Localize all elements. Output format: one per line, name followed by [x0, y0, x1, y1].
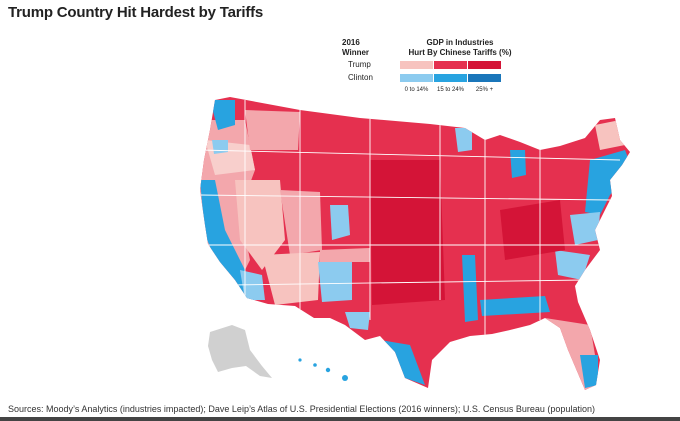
region-minnesota-blue: [455, 128, 472, 152]
legend-swatch-trump-mid: [434, 61, 467, 69]
region-michigan-blue: [510, 150, 526, 178]
region-portland-blue: [212, 140, 228, 154]
source-note: Sources: Moody’s Analytics (industries i…: [8, 404, 595, 414]
legend-swatch-trump-high: [468, 61, 501, 69]
region-blackbelt-blue: [480, 296, 550, 316]
region-northeast-blue: [585, 150, 630, 215]
legend-swatch-clinton-high: [468, 74, 501, 82]
legend-swatch-trump-low: [400, 61, 433, 69]
bottom-rule: [0, 417, 680, 421]
region-plains-deep: [370, 160, 445, 305]
region-nevada-pink: [235, 180, 285, 270]
legend-winner-heading-line1: 2016: [342, 38, 360, 47]
legend-row-trump-label: Trump: [348, 60, 371, 69]
region-midatlantic-blue: [570, 212, 600, 245]
legend-gdp-heading-line1: GDP in Industries: [426, 38, 494, 47]
state-borders: [200, 100, 621, 335]
region-newengland-light: [595, 120, 625, 150]
map-title: Trump Country Hit Hardest by Tariffs: [8, 4, 264, 21]
legend-winner-heading-line2: Winner: [342, 48, 370, 57]
region-arizona-pink: [262, 252, 320, 305]
legend-gdp-heading-line2: Hurt By Chinese Tariffs (%): [408, 48, 512, 57]
region-seattle-blue: [210, 100, 235, 130]
legend-swatch-clinton-low: [400, 74, 433, 82]
legend-gdp-heading: GDP in Industries Hurt By Chinese Tariff…: [400, 38, 520, 58]
region-colorado-blue: [330, 205, 350, 240]
legend: 2016 Winner GDP in Industries Hurt By Ch…: [342, 38, 522, 93]
region-dakotas-mix: [360, 120, 432, 160]
region-florida-blue: [580, 355, 598, 388]
region-newmexico-blue: [318, 262, 352, 302]
legend-range-mid: 15 to 24%: [436, 87, 465, 93]
legend-row-clinton-label: Clinton: [348, 73, 373, 82]
region-carolina-blue: [555, 250, 590, 280]
alaska-shape: [208, 325, 272, 378]
region-appalachia-deep: [500, 200, 565, 260]
region-california-blue: [200, 180, 255, 300]
legend-winner-heading: 2016 Winner: [342, 38, 384, 58]
region-montana-pink: [245, 110, 300, 150]
region-delta-blue: [462, 255, 478, 322]
hawaii-islands: [298, 358, 348, 381]
region-newmexico-pink: [320, 248, 370, 262]
legend-range-high: 25% +: [475, 87, 494, 93]
legend-swatch-clinton-mid: [434, 74, 467, 82]
region-utah-pink: [280, 190, 322, 255]
region-texas-west-blue: [345, 312, 370, 330]
legend-range-low: 0 to 14%: [404, 87, 429, 93]
